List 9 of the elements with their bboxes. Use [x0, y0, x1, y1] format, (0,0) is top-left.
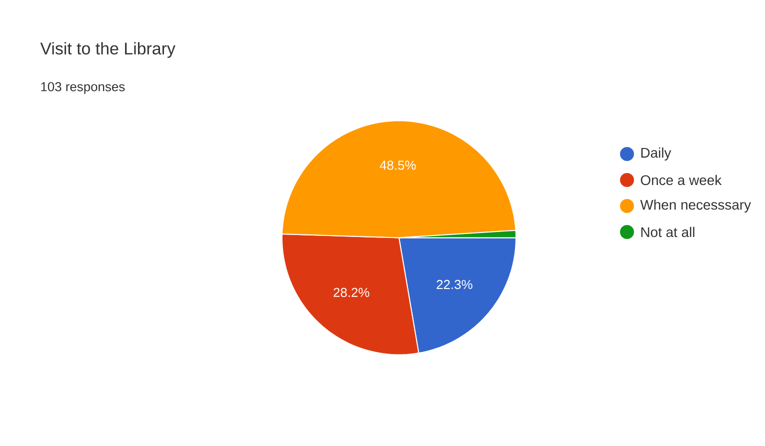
text: Visit to the Library: [40, 42, 176, 58]
legend-label: When necesssary: [640, 199, 752, 212]
text: 103 responses: [41, 82, 125, 94]
legend-label: Not at all: [641, 226, 694, 238]
legend-label: Once a week: [640, 174, 722, 186]
data-label: 22.3%: [436, 280, 472, 290]
data-label: 48.5%: [380, 160, 416, 170]
legend-label: Daily: [641, 147, 672, 160]
data-label: 28.2%: [334, 288, 370, 298]
